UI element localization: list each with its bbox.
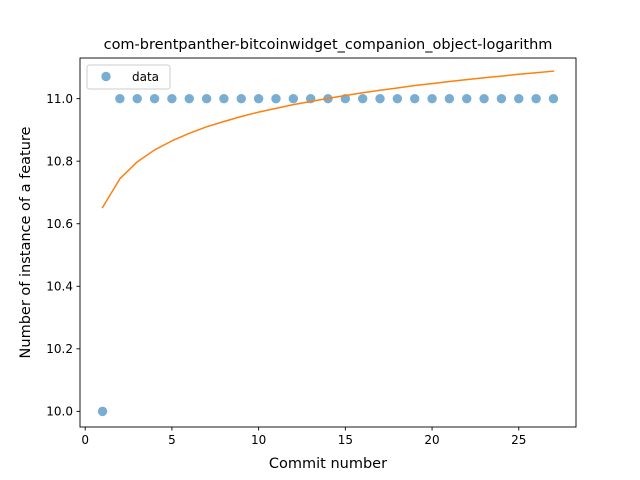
data-point [219, 93, 229, 104]
plot-frame [79, 57, 577, 428]
y-tick-label: 10.0 [46, 405, 73, 419]
data-point [97, 406, 108, 417]
legend-marker-data [101, 71, 111, 82]
data-point [288, 93, 299, 104]
data-point [132, 93, 142, 104]
y-tick-label: 10.2 [46, 342, 73, 356]
x-tick-label: 20 [424, 433, 439, 447]
legend-box [86, 64, 171, 90]
data-point [392, 93, 403, 104]
data-point [531, 93, 541, 104]
x-tick-label: 15 [338, 433, 353, 447]
x-tick-label: 10 [251, 433, 266, 447]
data-point [375, 93, 385, 104]
x-tick-label: 0 [81, 433, 89, 447]
x-axis-label: Commit number [269, 456, 387, 472]
x-axis: 0 5 10 15 20 25 [81, 427, 526, 447]
y-tick-label: 10.4 [46, 280, 73, 294]
data-point [548, 93, 559, 104]
x-tick-label: 25 [511, 433, 526, 447]
data-point [149, 93, 160, 104]
data-point [462, 93, 472, 104]
y-tick-label: 10.8 [46, 154, 73, 168]
fit-line [101, 70, 555, 209]
legend-label-data: data [132, 70, 159, 84]
data-point [496, 93, 507, 104]
data-point [167, 93, 177, 104]
data-point [514, 93, 524, 104]
y-tick-label: 11.0 [46, 92, 73, 106]
y-tick-label: 10.6 [46, 217, 73, 231]
data-point [479, 93, 489, 104]
data-point [253, 93, 264, 104]
data-point [184, 93, 194, 104]
data-point [410, 93, 420, 104]
data-point [444, 93, 455, 104]
legend: data [86, 64, 171, 90]
data-point [427, 93, 437, 104]
data-point [271, 93, 281, 104]
data-point [236, 93, 246, 104]
data-point [115, 93, 125, 104]
data-point [357, 93, 368, 104]
x-tick-label: 5 [168, 433, 176, 447]
y-axis-label: Number of instance of a feature [18, 126, 34, 358]
y-axis: 10.0 10.2 10.4 10.6 10.8 11.0 [46, 92, 80, 419]
chart-title: com-brentpanther-bitcoinwidget_companion… [104, 37, 553, 53]
plot-area [97, 70, 559, 417]
data-point [201, 93, 212, 104]
